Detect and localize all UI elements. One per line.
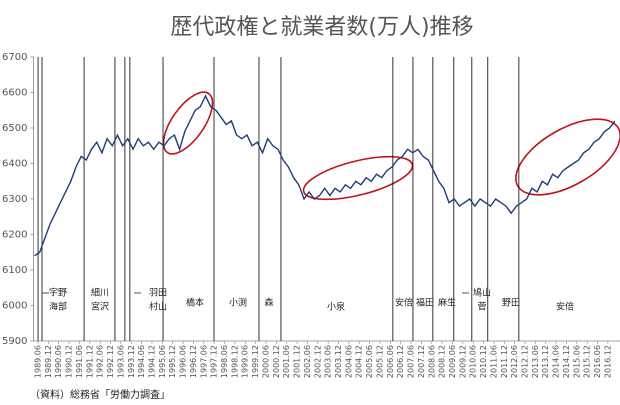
x-tick-label: 1993.06 bbox=[116, 345, 125, 378]
x-tick-label: 1994.06 bbox=[137, 345, 146, 378]
x-tick-label: 2007.06 bbox=[407, 345, 416, 378]
x-tick-label: 1990.06 bbox=[54, 345, 63, 378]
x-tick-label: 1995.12 bbox=[168, 345, 177, 378]
x-tick-label: 2014.06 bbox=[552, 345, 561, 378]
x-tick-label: 2011.06 bbox=[489, 345, 498, 378]
x-tick-label: 2010.12 bbox=[479, 345, 488, 378]
y-tick-label: 6600 bbox=[2, 88, 27, 99]
x-tick-label: 2015.06 bbox=[572, 345, 581, 378]
x-tick-label: 1989.06 bbox=[33, 345, 42, 378]
cabinet-label: 橋本 bbox=[186, 297, 204, 309]
x-tick-label: 2005.06 bbox=[365, 345, 374, 378]
y-tick-label: 6700 bbox=[2, 52, 27, 63]
x-tick-label: 1993.12 bbox=[127, 345, 136, 378]
ellipse bbox=[515, 118, 620, 196]
ellipse bbox=[302, 155, 414, 201]
x-tick-label: 2002.06 bbox=[303, 345, 312, 378]
x-tick-label: 1990.12 bbox=[65, 345, 74, 378]
x-tick-label: 1995.06 bbox=[158, 345, 167, 378]
x-tick-label: 2013.06 bbox=[531, 345, 540, 378]
y-tick-label: 5900 bbox=[2, 336, 27, 347]
x-tick-label: 2009.12 bbox=[458, 345, 467, 378]
cabinet-label: 菅 bbox=[477, 301, 486, 313]
cabinet-label: 村山 bbox=[149, 301, 167, 313]
cabinet-label: 安倍 bbox=[395, 297, 413, 309]
x-tick-label: 1996.06 bbox=[179, 345, 188, 378]
y-tick-label: 6400 bbox=[2, 159, 27, 170]
x-tick-label: 2000.12 bbox=[272, 345, 281, 378]
x-tick-label: 2003.06 bbox=[324, 345, 333, 378]
x-tick-label: 1996.12 bbox=[189, 345, 198, 378]
cabinet-label: 野田 bbox=[502, 298, 520, 309]
x-tick-label: 2016.06 bbox=[593, 345, 602, 378]
x-tick-label: 2008.12 bbox=[438, 345, 447, 378]
x-tick-label: 2012.06 bbox=[510, 345, 519, 378]
y-tick-label: 6100 bbox=[2, 265, 27, 276]
x-tick-label: 1998.12 bbox=[230, 345, 239, 378]
cabinet-label: 安倍 bbox=[556, 301, 574, 313]
cabinet-label: 麻生 bbox=[438, 297, 456, 309]
x-tick-label: 2003.12 bbox=[334, 345, 343, 378]
cabinet-label: 羽田 bbox=[149, 288, 167, 299]
x-tick-label: 2001.06 bbox=[282, 345, 291, 378]
y-tick-label: 6500 bbox=[2, 123, 27, 134]
x-tick-label: 1992.12 bbox=[106, 345, 115, 378]
chart-title: 歴代政権と就業者数(万人)推移 bbox=[170, 15, 473, 40]
x-tick-label: 2010.06 bbox=[469, 345, 478, 378]
x-tick-label: 1997.12 bbox=[210, 345, 219, 378]
ellipse bbox=[162, 91, 214, 155]
cabinet-label: 宇野 bbox=[49, 287, 67, 299]
x-tick-label: 2004.06 bbox=[344, 345, 353, 378]
x-tick-label: 2001.12 bbox=[293, 345, 302, 378]
highlight-ellipses bbox=[162, 91, 620, 201]
y-tick-label: 6300 bbox=[2, 194, 27, 205]
x-tick-label: 1994.12 bbox=[147, 345, 156, 378]
x-tick-label: 2009.06 bbox=[448, 345, 457, 378]
source-note: （資料）総務省「労働力調査」 bbox=[30, 388, 170, 401]
x-tick-label: 2000.06 bbox=[261, 345, 270, 378]
employment-line bbox=[34, 94, 616, 257]
cabinet-label: 小泉 bbox=[327, 301, 345, 313]
x-tick-label: 2012.12 bbox=[521, 345, 530, 378]
x-tick-label: 2005.12 bbox=[375, 345, 384, 378]
y-tick-label: 6200 bbox=[2, 230, 27, 241]
x-tick-label: 1999.12 bbox=[251, 345, 260, 378]
x-tick-label: 2007.12 bbox=[417, 345, 426, 378]
x-tick-label: 2006.12 bbox=[396, 345, 405, 378]
x-tick-label: 2013.12 bbox=[541, 345, 550, 378]
x-tick-label: 2011.12 bbox=[500, 345, 509, 378]
x-tick-label: 1998.06 bbox=[220, 345, 229, 378]
cabinet-label: 森 bbox=[264, 297, 273, 309]
cabinet-label: 鳩山 bbox=[473, 287, 491, 299]
x-tick-label: 2016.12 bbox=[603, 345, 612, 378]
x-tick-label: 1997.06 bbox=[199, 345, 208, 378]
x-tick-label: 2015.12 bbox=[583, 345, 592, 378]
x-tick-label: 1992.06 bbox=[96, 345, 105, 378]
cabinet-label: 細川 bbox=[91, 287, 109, 299]
y-tick-label: 6000 bbox=[2, 301, 27, 312]
cabinet-label: 小渕 bbox=[229, 297, 247, 309]
x-tick-label: 2008.06 bbox=[427, 345, 436, 378]
x-tick-label: 2002.12 bbox=[313, 345, 322, 378]
x-tick-label: 2006.06 bbox=[386, 345, 395, 378]
x-tick-label: 1991.06 bbox=[75, 345, 84, 378]
x-tick-label: 2014.12 bbox=[562, 345, 571, 378]
cabinet-label: 福田 bbox=[416, 297, 434, 309]
cabinet-label: 宮沢 bbox=[91, 301, 109, 313]
x-tick-label: 1989.12 bbox=[44, 345, 53, 378]
x-tick-label: 1991.12 bbox=[85, 345, 94, 378]
x-tick-label: 2004.12 bbox=[355, 345, 364, 378]
cabinet-label: 海部 bbox=[49, 301, 67, 313]
x-tick-label: 1999.06 bbox=[241, 345, 250, 378]
